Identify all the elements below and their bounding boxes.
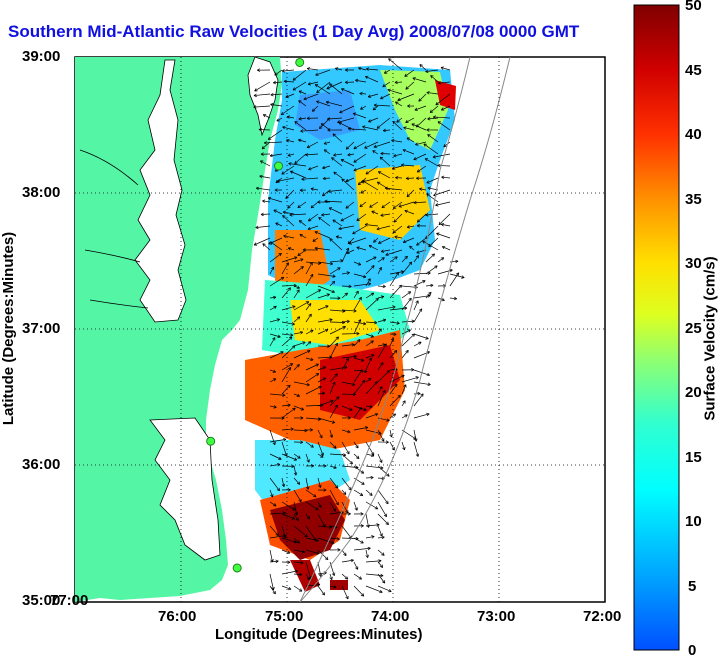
delaware-bay xyxy=(247,57,279,137)
rappahannock-river xyxy=(84,249,141,263)
colorbar-tick-35: 35 xyxy=(685,191,702,208)
colorbar-label: Surface Velocity (cm/s) xyxy=(701,256,719,421)
radar-station-1 xyxy=(295,57,305,67)
colorbar-tick-45: 45 xyxy=(685,62,702,79)
colorbar-tick-0: 0 xyxy=(688,642,697,659)
radar-station-3 xyxy=(206,436,216,446)
chesapeake-bay xyxy=(134,59,187,323)
colorbar-tick-10: 10 xyxy=(685,513,702,530)
x-tick-6: 72:00 xyxy=(583,608,622,625)
colorbar-tick-30: 30 xyxy=(685,255,702,272)
radar-station-2 xyxy=(274,161,284,171)
bathymetry-contour xyxy=(299,57,471,602)
y-tick-4: 36:00 xyxy=(22,456,61,473)
land-mass xyxy=(75,57,282,602)
colorbar-tick-15: 15 xyxy=(685,449,702,466)
x-tick-1: 77:00 xyxy=(50,592,89,609)
y-tick-1: 39:00 xyxy=(22,48,61,65)
radar-stations xyxy=(206,57,305,573)
x-tick-2: 76:00 xyxy=(158,608,197,625)
pamlico-sound xyxy=(149,417,221,561)
james-river xyxy=(89,299,149,309)
velocity-arrows xyxy=(253,58,465,600)
colorbar-tick-20: 20 xyxy=(685,384,702,401)
x-axis-label: Longitude (Degrees:Minutes) xyxy=(215,626,423,643)
colorbar-tick-5: 5 xyxy=(688,578,697,595)
potomac-river xyxy=(79,149,139,186)
velocity-field xyxy=(245,65,456,592)
bathymetry-contour-deep xyxy=(299,57,511,602)
x-tick-4: 74:00 xyxy=(371,608,410,625)
colorbar-tick-25: 25 xyxy=(685,320,702,337)
y-tick-3: 37:00 xyxy=(22,320,61,337)
y-tick-2: 38:00 xyxy=(22,184,61,201)
y-axis-label: Latitude (Degrees:Minutes) xyxy=(0,231,18,426)
colorbar-tick-50: 50 xyxy=(685,0,702,14)
map-title: Southern Mid-Atlantic Raw Velocities (1 … xyxy=(8,22,580,41)
grid-lines xyxy=(75,57,605,602)
x-tick-5: 73:00 xyxy=(477,608,516,625)
x-tick-3: 75:00 xyxy=(265,608,304,625)
radar-station-4 xyxy=(232,563,242,573)
colorbar-tick-40: 40 xyxy=(685,126,702,143)
y-tick-5: 35:00 xyxy=(22,592,61,609)
colorbar xyxy=(633,4,680,651)
